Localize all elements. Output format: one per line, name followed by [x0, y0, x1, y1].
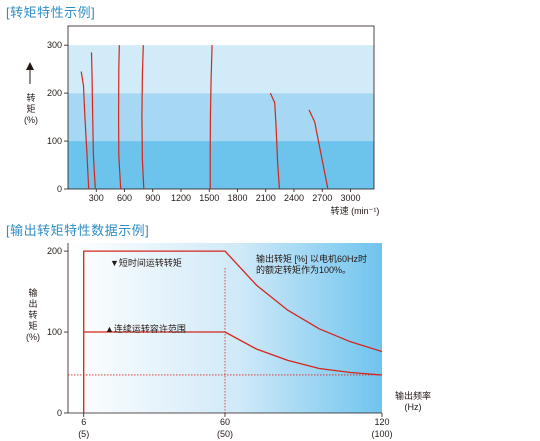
- chart2-x-axis-label: 输出频率: [395, 390, 431, 401]
- chart2-title: [输出转矩特性数据示例]: [6, 223, 150, 238]
- torque-curve-2: [118, 45, 122, 190]
- torque-curve-1: [90, 52, 96, 190]
- chart1-x-tick-label: 1200: [171, 193, 191, 203]
- chart1-y-tick-label: 100: [47, 136, 62, 146]
- chart2-x-tick-sublabel: (100): [371, 429, 392, 439]
- series-label-continuous-range: ▲连续运转容许范围: [105, 323, 186, 334]
- chart1-y-arrow-head: [26, 62, 34, 70]
- chart1-y-axis-label: 转: [26, 92, 35, 103]
- chart1-frame: [67, 25, 375, 190]
- chart1-x-axis-label: 转速 (min⁻¹): [331, 205, 380, 216]
- torque-curve-4: [209, 45, 213, 189]
- chart2-y-axis-label: 输: [28, 287, 37, 298]
- chart2-y-axis-label: 出: [28, 298, 37, 309]
- chart1-y-tick-label: 300: [47, 40, 62, 50]
- chart1-x-tick-label: 3000: [340, 193, 360, 203]
- chart1-x-tick-label: 2400: [284, 193, 304, 203]
- chart1-x-tick-label: 1800: [227, 193, 247, 203]
- chart1-title: [转矩特性示例]: [6, 5, 96, 20]
- chart1-x-tick-label: 2100: [256, 193, 276, 203]
- chart2-x-axis-label: (Hz): [405, 402, 422, 412]
- chart2-x-tick-label: 60: [220, 417, 230, 427]
- torque-curve-3: [141, 45, 145, 190]
- chart2-note: 的额定转矩作为100%。: [256, 264, 351, 275]
- torque-curve-0: [80, 71, 90, 190]
- chart2-y-axis-label: (%): [26, 332, 40, 342]
- chart1-y-tick-label: 200: [47, 88, 62, 98]
- series-label-short-time-torque: ▼短时间运转转矩: [110, 257, 182, 268]
- chart1-y-tick-label: 0: [57, 184, 62, 194]
- chart1-x-tick-label: 300: [89, 193, 104, 203]
- chart2-y-tick-label: 0: [57, 408, 62, 418]
- chart1-x-tick-label: 600: [117, 193, 132, 203]
- chart1-x-tick-label: 900: [145, 193, 160, 203]
- chart2-x-tick-label: 6: [81, 417, 86, 427]
- chart1-x-tick-label: 2700: [312, 193, 332, 203]
- chart2-x-tick-sublabel: (50): [217, 429, 233, 439]
- output-torque-curve-1: [224, 331, 383, 376]
- chart1-x-tick-label: 1500: [199, 193, 219, 203]
- chart1-y-axis-label: (%): [24, 115, 38, 125]
- chart1-y-axis-label: 矩: [26, 103, 35, 114]
- chart2-y-axis-label: 矩: [28, 320, 37, 331]
- chart2-y-axis-label: 转: [28, 309, 37, 320]
- chart2-x-tick-sublabel: (5): [78, 429, 89, 439]
- chart2-y-tick-label: 200: [47, 246, 62, 256]
- torque-curve-6: [308, 109, 329, 190]
- chart2-note: 输出转矩 [%] 以电机60Hz时: [256, 253, 367, 264]
- chart2-x-tick-label: 120: [374, 417, 389, 427]
- output-torque-curve-0: [83, 250, 383, 413]
- chart2-y-tick-label: 100: [47, 327, 62, 337]
- torque-curve-5: [269, 92, 280, 190]
